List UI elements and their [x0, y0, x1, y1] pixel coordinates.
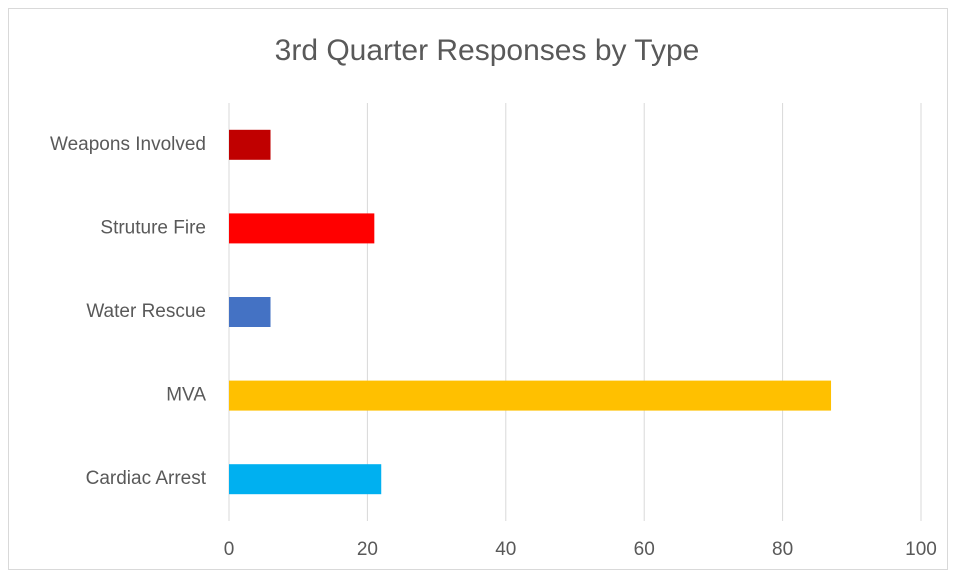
y-tick-label: Weapons Involved [50, 134, 206, 155]
y-tick-label: Water Rescue [86, 301, 206, 322]
bar [229, 380, 832, 411]
x-tick-label: 20 [357, 539, 378, 560]
x-tick-label: 0 [224, 539, 235, 560]
y-tick-label: MVA [166, 385, 206, 406]
y-tick-label: Cardiac Arrest [86, 468, 207, 489]
x-tick-label: 80 [772, 539, 793, 560]
bar [229, 297, 271, 327]
bar [229, 213, 375, 244]
x-tick-label: 40 [495, 539, 516, 560]
x-tick-label: 60 [634, 539, 655, 560]
x-tick-label: 100 [905, 539, 937, 560]
chart-border [8, 8, 948, 570]
y-tick-label: Struture Fire [100, 217, 206, 238]
bar [229, 464, 382, 495]
chart-title: 3rd Quarter Responses by Type [275, 34, 700, 67]
bar [229, 129, 271, 160]
